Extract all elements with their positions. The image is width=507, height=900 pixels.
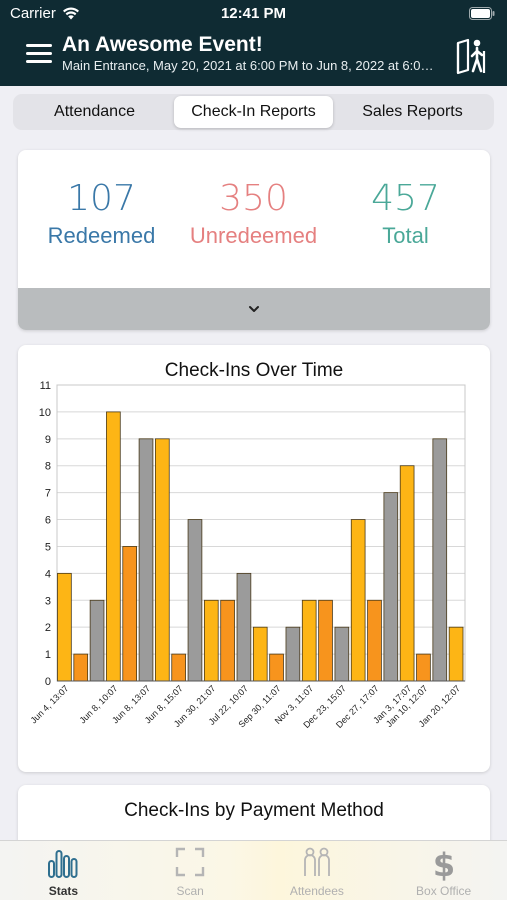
- tab-box-office[interactable]: $ Box Office: [380, 841, 507, 900]
- chart-bar: [89, 599, 105, 682]
- chart-bar: [367, 599, 382, 682]
- chart-bar: [416, 653, 431, 682]
- chart-bar: [301, 599, 317, 682]
- svg-text:$: $: [432, 847, 454, 881]
- event-title: An Awesome Event!: [62, 33, 263, 56]
- chevron-down-icon: [249, 306, 259, 312]
- chart-y-tick-label: 7: [45, 488, 51, 500]
- unredeemed-stat: 350 Unredeemed: [175, 178, 332, 249]
- chart-bar: [187, 519, 203, 682]
- scan-icon: [175, 847, 205, 877]
- event-subtitle: Main Entrance, May 20, 2021 at 6:00 PM t…: [62, 58, 440, 73]
- chart-bar: [334, 626, 350, 682]
- chart-bar: [220, 599, 235, 682]
- tab-scan-label: Scan: [176, 884, 204, 898]
- chart-bar: [318, 599, 333, 682]
- chart-bar: [269, 653, 284, 682]
- unredeemed-label: Unredeemed: [189, 223, 318, 248]
- dollar-icon: $: [432, 847, 454, 881]
- battery-icon: [469, 7, 495, 20]
- tab-check-in-reports[interactable]: Check-In Reports: [174, 96, 333, 128]
- tab-attendance[interactable]: Attendance: [54, 103, 135, 120]
- summary-card: 107 Redeemed 350 Unredeemed 457 Total: [18, 150, 490, 330]
- stats-icon: [48, 850, 78, 878]
- chart-x-tick-label: Jun 4, 13:07: [28, 683, 70, 725]
- attendees-icon: [303, 847, 330, 876]
- redeemed-count: 107: [67, 178, 136, 219]
- report-segmented-control: Attendance Check-In Reports Sales Report…: [13, 94, 494, 130]
- tab-sales-reports[interactable]: Sales Reports: [362, 103, 463, 120]
- chart-bar: [285, 626, 301, 682]
- chart-y-tick-label: 3: [45, 595, 51, 607]
- chart-y-tick-label: 1: [45, 649, 51, 661]
- chart-bar: [432, 438, 448, 682]
- tab-attendees-label: Attendees: [289, 884, 344, 898]
- chart-bar: [171, 653, 186, 682]
- chart-bar: [155, 438, 170, 682]
- tab-scan[interactable]: Scan: [127, 841, 254, 900]
- payment-method-title: Check-Ins by Payment Method: [124, 800, 384, 821]
- chart-title: Check-Ins Over Time: [165, 360, 343, 381]
- chart-y-tick-label: 8: [45, 461, 51, 473]
- chart-bar: [203, 599, 219, 682]
- total-stat: 457 Total: [327, 178, 484, 249]
- chart-y-tick-label: 2: [45, 622, 51, 634]
- chart-y-tick-label: 4: [45, 568, 51, 580]
- tab-bar: Stats Scan Attendees $: [0, 840, 507, 900]
- chart-y-tick-label: 9: [45, 434, 51, 446]
- carrier-label: Carrier: [10, 5, 56, 22]
- chart-y-tick-label: 0: [45, 676, 51, 688]
- tab-stats-label: Stats: [48, 884, 79, 898]
- chart-bar: [106, 411, 121, 682]
- status-bar: Carrier 12:41 PM: [0, 0, 507, 28]
- tab-stats[interactable]: Stats: [0, 841, 127, 900]
- chart-bar: [399, 465, 415, 682]
- carrier-info: Carrier: [10, 5, 80, 22]
- total-label: Total: [382, 223, 429, 248]
- chart-bar: [448, 626, 464, 682]
- exit-door-icon[interactable]: [455, 37, 487, 75]
- unredeemed-count: 350: [219, 178, 288, 219]
- wifi-icon: [62, 7, 79, 20]
- check-ins-chart-card: Check-Ins Over Time 0 1 2 3 4 5 6 7 8 9 10 11 Jun 4, …: [18, 345, 490, 772]
- redeemed-stat: 107 Redeemed: [23, 178, 180, 249]
- hamburger-menu-icon[interactable]: [26, 44, 52, 66]
- chart-bar: [138, 438, 154, 682]
- chart-bar: [57, 572, 72, 682]
- chart-bar: [350, 519, 366, 682]
- nav-header: An Awesome Event! Main Entrance, May 20,…: [0, 28, 507, 86]
- chart-bar: [122, 546, 137, 682]
- chart-y-tick-label: 10: [39, 407, 51, 419]
- chart-bar: [252, 626, 268, 682]
- tab-attendees[interactable]: Attendees: [254, 841, 381, 900]
- check-ins-over-time-chart: Check-Ins Over Time 0 1 2 3 4 5 6 7 8 9 10 11 Jun 4, …: [28, 360, 466, 730]
- expand-summary-button[interactable]: [18, 288, 490, 330]
- chart-y-tick-label: 5: [45, 541, 51, 553]
- total-count: 457: [371, 178, 440, 219]
- tab-box-office-label: Box Office: [416, 884, 472, 898]
- chart-y-tick-label: 6: [45, 515, 51, 527]
- chart-bar: [236, 572, 252, 682]
- redeemed-label: Redeemed: [47, 223, 156, 248]
- clock: 12:41 PM: [220, 5, 287, 22]
- chart-bar: [73, 653, 89, 682]
- chart-bar: [383, 492, 399, 682]
- chart-y-tick-label: 11: [40, 380, 51, 392]
